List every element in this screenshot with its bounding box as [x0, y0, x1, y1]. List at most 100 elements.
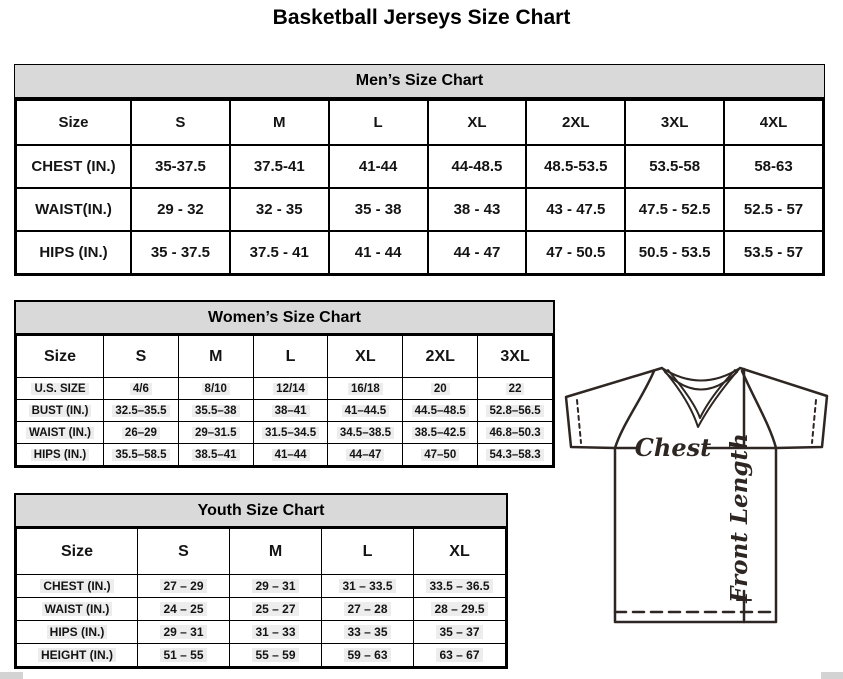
size-column-header: Size: [15, 99, 132, 146]
size-column-header: 3XL: [624, 99, 726, 146]
size-cell: 53.5 - 57: [723, 230, 824, 275]
youth-size-grid: Size S M L XL CHEST (IN.) 27 – 29 29 – 31 31 – 3…: [16, 528, 506, 667]
jersey-vneck-inner: [667, 369, 736, 419]
size-column-header: 2XL: [525, 99, 627, 146]
size-cell: 48.5-53.5: [525, 144, 627, 189]
jersey-collar-arc-2: [664, 371, 738, 391]
size-cell: 41–44: [252, 443, 329, 466]
size-cell: 27 – 29: [137, 574, 230, 598]
size-column-header: L: [321, 528, 414, 575]
size-cell: 50.5 - 53.5: [624, 230, 726, 275]
size-row: WAIST (IN.) 24 – 25 25 – 27 27 – 28 28 – 29.…: [16, 597, 506, 621]
size-cell: 51 – 55: [137, 643, 230, 667]
size-column-header: Size: [16, 335, 104, 378]
size-cell: 35.5–38: [177, 399, 254, 422]
size-column-header: M: [177, 335, 254, 378]
size-cell: 32 - 35: [228, 187, 330, 232]
jersey-left-sleeve: [564, 366, 664, 450]
womens-size-table: Women’s Size Chart Size S M L XL 2XL 3XL U.S. S…: [14, 300, 555, 468]
size-column-header: L: [327, 99, 429, 146]
size-cell: 28 – 29.5: [413, 597, 506, 621]
size-cell: 37.5-41: [228, 144, 330, 189]
size-cell: 38.5–41: [177, 443, 254, 466]
size-row: U.S. SIZE 4/6 8/10 12/14 16/18 20 22: [16, 377, 553, 400]
size-column-header: 3XL: [477, 335, 553, 378]
size-cell: 29 – 31: [229, 574, 322, 598]
size-cell: 31.5–34.5: [252, 421, 329, 444]
size-column-header: XL: [413, 528, 506, 575]
youth-chart-title: Youth Size Chart: [16, 495, 506, 528]
size-cell: 29 - 32: [130, 187, 231, 232]
mens-chart-title: Men’s Size Chart: [15, 65, 824, 99]
page-title: Basketball Jerseys Size Chart: [272, 6, 571, 29]
size-row: WAIST (IN.) 26–29 29–31.5 31.5–34.5 34.5–38.…: [16, 421, 553, 444]
size-cell: 41-44: [327, 144, 429, 189]
size-cell: 47 - 50.5: [525, 230, 627, 275]
size-cell: 8/10: [177, 377, 254, 400]
size-cell: 46.8–50.3: [477, 421, 553, 444]
size-cell: 41 - 44: [327, 230, 429, 275]
size-cell: 29–31.5: [177, 421, 254, 444]
row-label: HIPS (IN.): [16, 443, 104, 466]
size-column-header: 2XL: [402, 335, 479, 378]
size-cell: 63 – 67: [413, 643, 506, 667]
size-cell: 47.5 - 52.5: [624, 187, 726, 232]
row-label: HEIGHT (IN.): [16, 643, 138, 667]
size-cell: 26–29: [103, 421, 179, 444]
row-label: BUST (IN.): [16, 399, 104, 422]
jersey-left-cuff-dashed-line: [576, 399, 582, 444]
size-cell: 12/14: [252, 377, 329, 400]
size-column-header: S: [137, 528, 230, 575]
row-label: HIPS (IN.): [15, 230, 132, 275]
size-cell: 35-37.5: [130, 144, 231, 189]
size-cell: 44-48.5: [426, 144, 528, 189]
size-cell: 44 - 47: [426, 230, 528, 275]
size-column-header: 4XL: [723, 99, 824, 146]
size-cell: 29 – 31: [137, 620, 230, 644]
size-row: CHEST (IN.) 27 – 29 29 – 31 31 – 33.5 33.5 –…: [16, 574, 506, 598]
size-column-header: S: [130, 99, 231, 146]
size-header-row: Size S M L XL 2XL 3XL 4XL: [15, 99, 824, 146]
size-cell: 31 – 33.5: [321, 574, 414, 598]
size-cell: 58-63: [723, 144, 824, 189]
size-cell: 24 – 25: [137, 597, 230, 621]
size-column-header: L: [252, 335, 329, 378]
front-length-label: Front Length: [726, 433, 753, 604]
size-cell: 38.5–42.5: [402, 421, 479, 444]
size-cell: 38–41: [252, 399, 329, 422]
mens-size-table: Men’s Size Chart Size S M L XL 2XL 3XL 4XL CHEST…: [14, 64, 825, 276]
jersey-right-cuff-dashed-line: [811, 399, 817, 444]
size-cell: 35 - 38: [327, 187, 429, 232]
size-row: BUST (IN.) 32.5–35.5 35.5–38 38–41 41–44.5 44…: [16, 399, 553, 422]
size-cell: 4/6: [103, 377, 179, 400]
size-cell: 44.5–48.5: [402, 399, 479, 422]
row-label: WAIST (IN.): [16, 597, 138, 621]
mens-size-grid: Size S M L XL 2XL 3XL 4XL CHEST (IN.) 35-37.5 37.5…: [15, 99, 824, 275]
jersey-right-armhole-seam: [740, 369, 778, 450]
size-cell: 31 – 33: [229, 620, 322, 644]
row-label: WAIST (IN.): [16, 421, 104, 444]
size-cell: 53.5-58: [624, 144, 726, 189]
size-header-row: Size S M L XL 2XL 3XL: [16, 335, 553, 378]
size-row: HEIGHT (IN.) 51 – 55 55 – 59 59 – 63 63 – 67: [16, 643, 506, 667]
size-cell: 47–50: [402, 443, 479, 466]
size-cell: 52.5 - 57: [723, 187, 824, 232]
size-row: HIPS (IN.) 35.5–58.5 38.5–41 41–44 44–47 47–5…: [16, 443, 553, 466]
jersey-left-armhole-seam: [613, 369, 656, 450]
size-column-header: Size: [16, 528, 138, 575]
size-cell: 37.5 - 41: [228, 230, 330, 275]
chest-label: Chest: [635, 433, 711, 462]
size-cell: 43 - 47.5: [525, 187, 627, 232]
size-cell: 38 - 43: [426, 187, 528, 232]
size-cell: 44–47: [327, 443, 404, 466]
size-cell: 55 – 59: [229, 643, 322, 667]
size-cell: 20: [402, 377, 479, 400]
size-cell: 33.5 – 36.5: [413, 574, 506, 598]
size-cell: 59 – 63: [321, 643, 414, 667]
size-row: HIPS (IN.) 35 - 37.5 37.5 - 41 41 - 44 44 - …: [15, 230, 824, 275]
size-cell: 35.5–58.5: [103, 443, 179, 466]
jersey-vneck-outer: [661, 367, 741, 428]
jersey-torso-outline: [613, 446, 778, 624]
size-cell: 35 - 37.5: [130, 230, 231, 275]
